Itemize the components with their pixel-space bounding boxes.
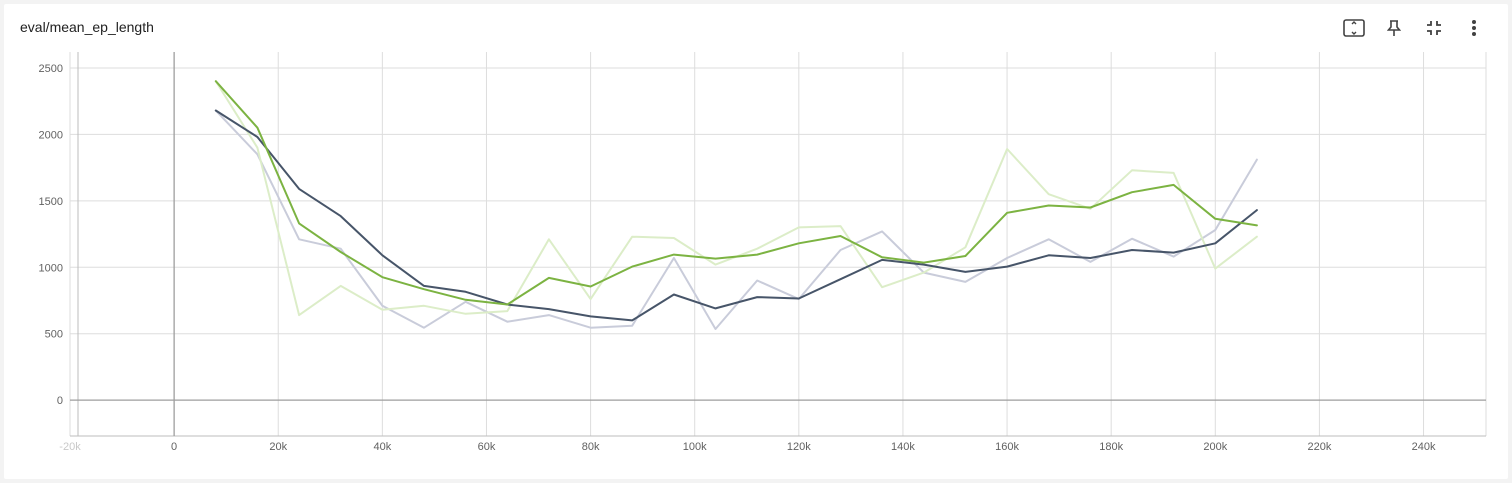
x-tick-label: 60k (478, 441, 496, 453)
y-tick-label: 2500 (39, 63, 63, 75)
x-tick-label: -20k (59, 441, 81, 453)
fit-domain-button[interactable] (1414, 14, 1454, 42)
x-tick-label: 20k (269, 441, 287, 453)
x-tick-label: 120k (787, 441, 811, 453)
y-tick-label: 0 (57, 395, 63, 407)
y-tick-label: 2000 (39, 129, 63, 141)
x-tick-label: 100k (683, 441, 707, 453)
pin-icon (1387, 20, 1401, 36)
tick-labels: -20k 0 20k 40k 60k 80k 100k 120k 140k 160k 180k 200… (39, 63, 1436, 453)
axes (70, 52, 1486, 437)
y-tick-label: 500 (45, 329, 63, 341)
series-line-raw-1[interactable] (214, 80, 1258, 317)
x-tick-label: 240k (1412, 441, 1436, 453)
y-tick-label: 1000 (39, 262, 63, 274)
x-tick-label: 140k (891, 441, 915, 453)
x-tick-label: 220k (1307, 441, 1331, 453)
x-tick-label: 0 (171, 441, 177, 453)
y-tick-label: 1500 (39, 196, 63, 208)
x-tick-label: 200k (1203, 441, 1227, 453)
x-tick-label: 40k (373, 441, 391, 453)
pin-button[interactable] (1374, 14, 1414, 42)
fit-domain-icon (1427, 21, 1441, 35)
more-options-button[interactable] (1454, 14, 1494, 42)
series-line-raw-0[interactable] (214, 109, 1258, 330)
x-tick-label: 160k (995, 441, 1019, 453)
x-tick-label: 180k (1099, 441, 1123, 453)
series-line-smoothed-2[interactable] (214, 109, 1258, 322)
chart-title: eval/mean_ep_length (20, 19, 154, 35)
series-lines (214, 80, 1258, 330)
fullscreen-icon (1343, 19, 1365, 37)
series-line-smoothed-3[interactable] (214, 80, 1258, 306)
x-tick-label: 80k (582, 441, 600, 453)
more-vert-icon (1472, 20, 1476, 36)
chart-toolbar (1334, 14, 1494, 42)
grid (69, 52, 1487, 436)
fullscreen-button[interactable] (1334, 14, 1374, 42)
